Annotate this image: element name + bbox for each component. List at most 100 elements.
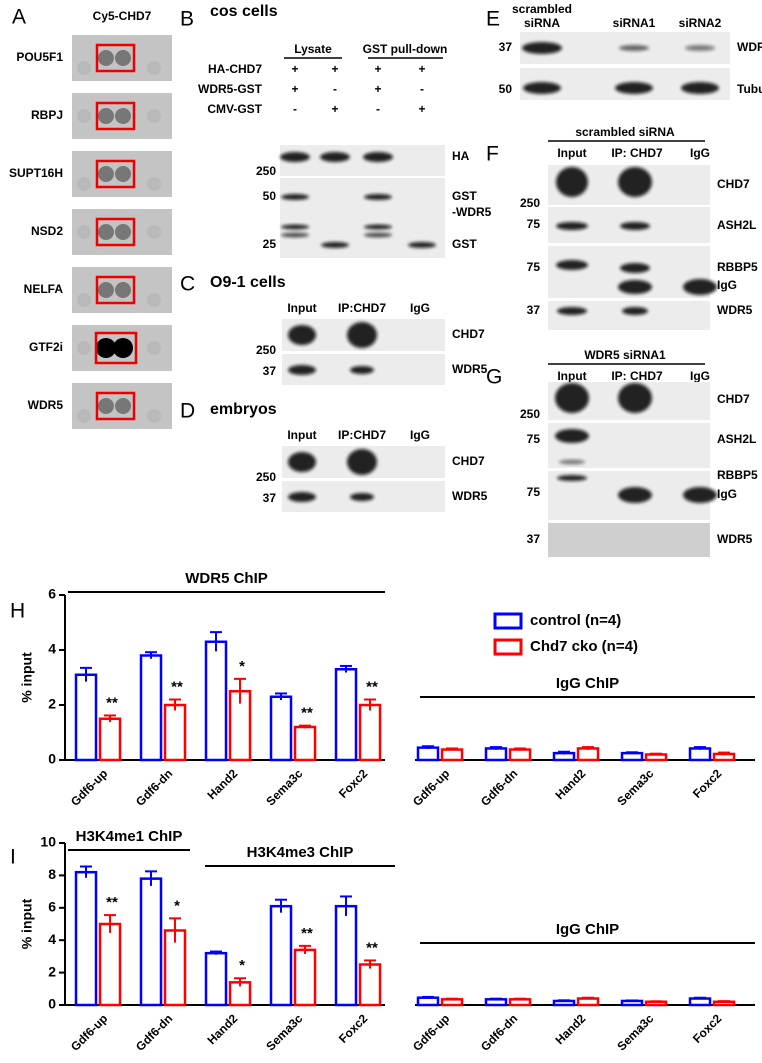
panel-letter: G [486, 366, 502, 389]
blot-band [408, 242, 436, 248]
group-label: WDR5 ChIP [185, 570, 268, 587]
y-tick-label: 10 [40, 834, 56, 850]
marker: 250 [520, 196, 540, 210]
band-label: WDR5 [452, 362, 488, 376]
band-label: GST [452, 237, 477, 251]
dot [98, 108, 114, 124]
y-tick-label: 6 [48, 899, 56, 915]
dot [77, 61, 91, 75]
group-label: H3K4me1 ChIP [76, 828, 183, 845]
blot-band [557, 475, 587, 481]
x-tick-label: Gdf6-dn [478, 1011, 520, 1053]
bar [484, 998, 508, 1007]
blot-strip [280, 145, 445, 176]
blot-band [556, 167, 588, 197]
lane-label: IP: CHD7 [611, 146, 663, 160]
x-tick-label: Hand2 [553, 766, 589, 802]
dot [77, 109, 91, 123]
panel-letter: I [10, 846, 16, 869]
highlight-box [95, 275, 136, 305]
bar [139, 877, 163, 1007]
bar [139, 654, 163, 762]
y-tick-label: 6 [48, 586, 56, 602]
bar [484, 747, 508, 762]
dot [113, 338, 133, 358]
blot-band [618, 487, 652, 503]
highlight-box [95, 391, 136, 421]
dot [96, 338, 116, 358]
blot-band [347, 322, 377, 348]
blot-band [347, 449, 377, 475]
panel-letter: A [12, 6, 26, 29]
blot-band [523, 82, 561, 94]
bar [688, 997, 712, 1007]
bar [269, 695, 293, 762]
blot-band [280, 152, 310, 162]
bar [688, 747, 712, 762]
blot-band [622, 307, 648, 315]
x-tick-label: Sema3c [614, 1011, 656, 1053]
blot-strip [548, 523, 710, 557]
x-tick-label: Gdf6-dn [133, 1011, 175, 1053]
protein-label: NSD2 [31, 224, 63, 238]
dot [77, 341, 91, 355]
dot [98, 50, 114, 66]
sign: + [418, 62, 425, 76]
blot-band [620, 263, 650, 273]
blot-band [618, 167, 652, 197]
bar [98, 922, 122, 1007]
blot-band [288, 365, 316, 375]
panel-letter: E [486, 8, 500, 31]
bar [334, 668, 358, 762]
bar [508, 748, 532, 762]
x-tick-label: Gdf6-dn [478, 766, 520, 808]
significance: ** [301, 925, 313, 942]
blot-band [618, 383, 652, 413]
lane-label: siRNA [524, 16, 560, 30]
blot-band [683, 487, 717, 503]
sign: + [331, 62, 338, 76]
band-label: Tubulin [737, 82, 762, 96]
marker: 50 [263, 189, 277, 203]
blot-band [364, 224, 392, 230]
blot-band [683, 279, 717, 295]
row-label: CMV-GST [207, 102, 262, 116]
blot-band [555, 429, 589, 443]
dot [147, 293, 161, 307]
lane-label: IgG [410, 428, 430, 442]
sign: + [331, 102, 338, 116]
panel-title: cos cells [210, 3, 278, 20]
x-tick-label: Gdf6-up [410, 766, 452, 808]
band-label: ASH2L [717, 432, 756, 446]
row-label: WDR5-GST [198, 82, 263, 96]
band-label: CHD7 [452, 327, 485, 341]
row-label: HA-CHD7 [208, 62, 262, 76]
dot [147, 225, 161, 239]
dot [115, 224, 131, 240]
blot-band [288, 492, 316, 502]
highlight-box [95, 217, 136, 247]
bar [508, 998, 532, 1007]
sign: + [291, 62, 298, 76]
panel-header: Cy5-CHD7 [93, 9, 152, 23]
lane-label: IgG [690, 146, 710, 160]
blot-band [615, 82, 653, 94]
sign: - [293, 102, 297, 116]
highlight-box [94, 331, 138, 365]
bar [74, 870, 98, 1007]
y-tick-label: 4 [48, 931, 56, 947]
x-tick-label: Foxc2 [336, 766, 371, 801]
dot [147, 177, 161, 191]
band-label: IgG [717, 487, 737, 501]
blot-band [618, 280, 652, 294]
band-label: HA [452, 149, 470, 163]
significance: * [239, 658, 245, 675]
bar [416, 996, 440, 1007]
dot [77, 293, 91, 307]
lane-label: IP: CHD7 [611, 369, 663, 383]
panel-letter: B [180, 8, 194, 31]
bar [358, 963, 382, 1007]
lane-label: Input [287, 428, 316, 442]
panel-letter: C [180, 273, 195, 296]
